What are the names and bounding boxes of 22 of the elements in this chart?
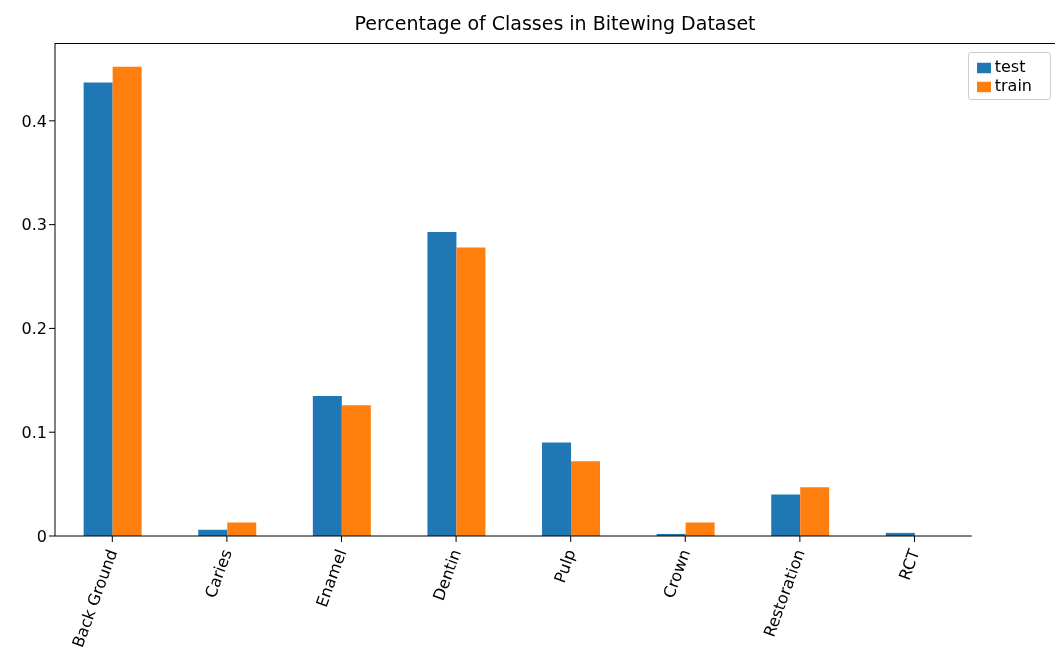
legend-label: train — [994, 76, 1032, 95]
bar — [456, 247, 486, 536]
y-tick-label: 0.3 — [21, 215, 47, 235]
y-tick-label: 0.1 — [21, 422, 47, 442]
bar — [312, 395, 342, 536]
legend-label: test — [994, 57, 1026, 76]
bar — [800, 487, 830, 536]
x-tick-label: Pulp — [550, 546, 580, 586]
y-tick-label: 0.2 — [21, 319, 47, 339]
bar — [83, 82, 113, 536]
x-tick-label: Crown — [659, 546, 695, 601]
bar — [112, 66, 142, 536]
bar — [542, 442, 572, 536]
bar — [571, 461, 601, 536]
bar — [771, 494, 801, 536]
y-tick-label: 0 — [36, 526, 47, 546]
bar — [341, 405, 371, 536]
bar — [427, 231, 457, 536]
x-tick-label: Caries — [200, 546, 236, 601]
x-tick-label: RCT — [894, 546, 924, 583]
y-tick-label: 0.4 — [21, 111, 47, 131]
chart-title: Percentage of Classes in Bitewing Dataset — [353, 12, 757, 34]
